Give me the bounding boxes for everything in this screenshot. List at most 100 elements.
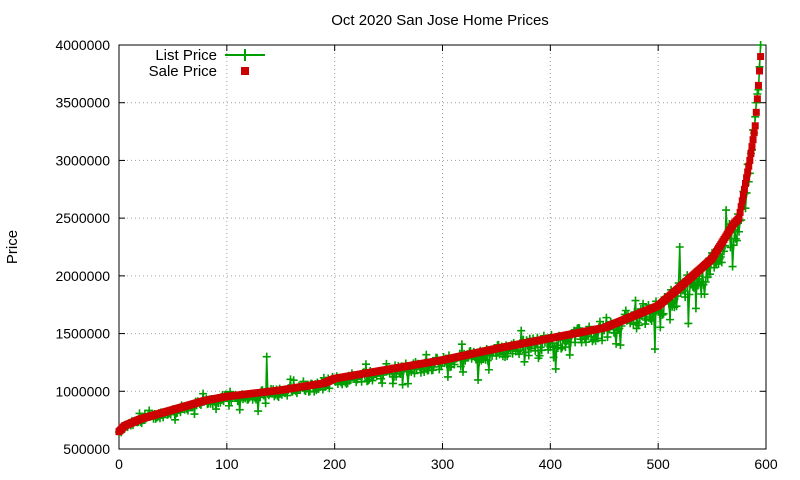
list-price-point	[691, 304, 700, 313]
y-tick-label: 2000000	[55, 268, 110, 284]
list-price-point	[388, 379, 397, 388]
list-price-series	[115, 41, 765, 437]
x-tick-label: 300	[431, 456, 455, 472]
list-price-point	[551, 364, 560, 373]
list-price-point	[672, 302, 681, 311]
y-tick-label: 500000	[63, 441, 110, 457]
list-price-point	[199, 389, 208, 398]
list-price-point	[515, 350, 524, 359]
list-price-point	[565, 350, 574, 359]
list-price-point	[639, 299, 648, 308]
list-price-point	[616, 341, 625, 350]
list-price-point	[614, 326, 623, 335]
y-tick-label: 1500000	[55, 326, 110, 342]
list-price-point	[484, 365, 493, 374]
list-price-point	[681, 293, 690, 302]
legend: List Price Sale Price	[149, 47, 265, 80]
sale-price-point	[739, 191, 747, 199]
list-price-point	[701, 277, 710, 286]
list-price-point	[722, 206, 731, 215]
list-price-point	[535, 351, 544, 360]
list-price-point	[262, 352, 271, 361]
list-price-point	[503, 352, 512, 361]
x-tick-label: 400	[539, 456, 563, 472]
sale-price-point	[744, 168, 752, 176]
sale-price-series	[115, 53, 765, 436]
list-price-point	[729, 241, 738, 250]
legend-label-list-price: List Price	[155, 47, 217, 64]
legend-label-sale-price: Sale Price	[149, 63, 217, 80]
x-tick-label: 0	[115, 456, 123, 472]
sale-price-point	[745, 162, 753, 170]
sale-price-point	[750, 129, 758, 137]
list-price-point	[659, 309, 668, 318]
list-price-point	[483, 356, 492, 365]
list-price-point	[688, 282, 697, 291]
sale-price-point	[742, 180, 750, 188]
list-price-point	[689, 283, 698, 292]
grid	[119, 45, 766, 449]
list-price-point	[171, 415, 180, 424]
sale-price-point	[746, 156, 754, 164]
list-price-point	[581, 338, 590, 347]
sale-price-point	[747, 150, 755, 157]
list-price-point	[595, 317, 604, 326]
list-price-point	[621, 306, 630, 315]
list-price-point	[378, 379, 387, 388]
list-price-point	[629, 320, 638, 329]
sale-price-point	[751, 122, 759, 130]
list-price-point	[458, 367, 467, 376]
list-price-point	[524, 351, 533, 360]
sale-price-point	[752, 108, 760, 116]
list-price-point	[261, 399, 270, 408]
list-price-point	[666, 315, 675, 324]
sale-price-point	[757, 53, 765, 61]
list-price-point	[658, 310, 667, 319]
list-price-point	[456, 362, 465, 371]
list-price-point	[603, 333, 612, 342]
list-price-point	[254, 407, 263, 416]
list-price-point	[728, 262, 737, 271]
list-price-point	[289, 376, 298, 385]
list-price-point	[700, 290, 709, 299]
sale-price-point	[749, 136, 757, 144]
list-price-point	[731, 234, 740, 243]
list-price-point	[224, 401, 233, 410]
list-price-point	[705, 270, 714, 279]
list-price-point	[675, 243, 684, 251]
list-price-point	[634, 321, 643, 330]
sale-price-point	[743, 174, 751, 182]
list-price-point	[212, 405, 221, 414]
list-price-point	[398, 380, 407, 389]
list-price-point	[656, 323, 665, 332]
x-tick-label: 600	[754, 456, 778, 472]
y-axis-label: Price	[4, 230, 21, 264]
x-tick-label: 200	[323, 456, 347, 472]
list-price-point	[735, 227, 744, 236]
list-price-point	[422, 350, 431, 359]
y-tick-label: 1000000	[55, 383, 110, 399]
list-price-point	[403, 379, 412, 388]
list-price-point	[598, 336, 607, 345]
list-price-point	[631, 296, 640, 305]
list-price-point	[190, 410, 199, 419]
x-tick-label: 100	[215, 456, 239, 472]
list-price-point	[361, 360, 370, 369]
sale-price-point	[754, 81, 762, 89]
list-price-point	[650, 345, 659, 354]
sale-price-point	[738, 197, 746, 205]
sale-price-point	[737, 203, 745, 211]
legend-swatch-sale-price	[241, 67, 249, 75]
list-price-point	[561, 343, 570, 352]
legend-swatch-list-price-marker	[239, 49, 251, 61]
y-tick-label: 3000000	[55, 152, 110, 168]
y-tick-label: 2500000	[55, 210, 110, 226]
list-price-point	[235, 405, 244, 414]
y-tick-label: 3500000	[55, 95, 110, 111]
sale-price-point	[753, 95, 761, 103]
list-price-point	[517, 326, 526, 335]
sale-price-point	[736, 208, 744, 216]
chart-title: Oct 2020 San Jose Home Prices	[331, 12, 549, 29]
sale-price-point	[748, 143, 756, 151]
